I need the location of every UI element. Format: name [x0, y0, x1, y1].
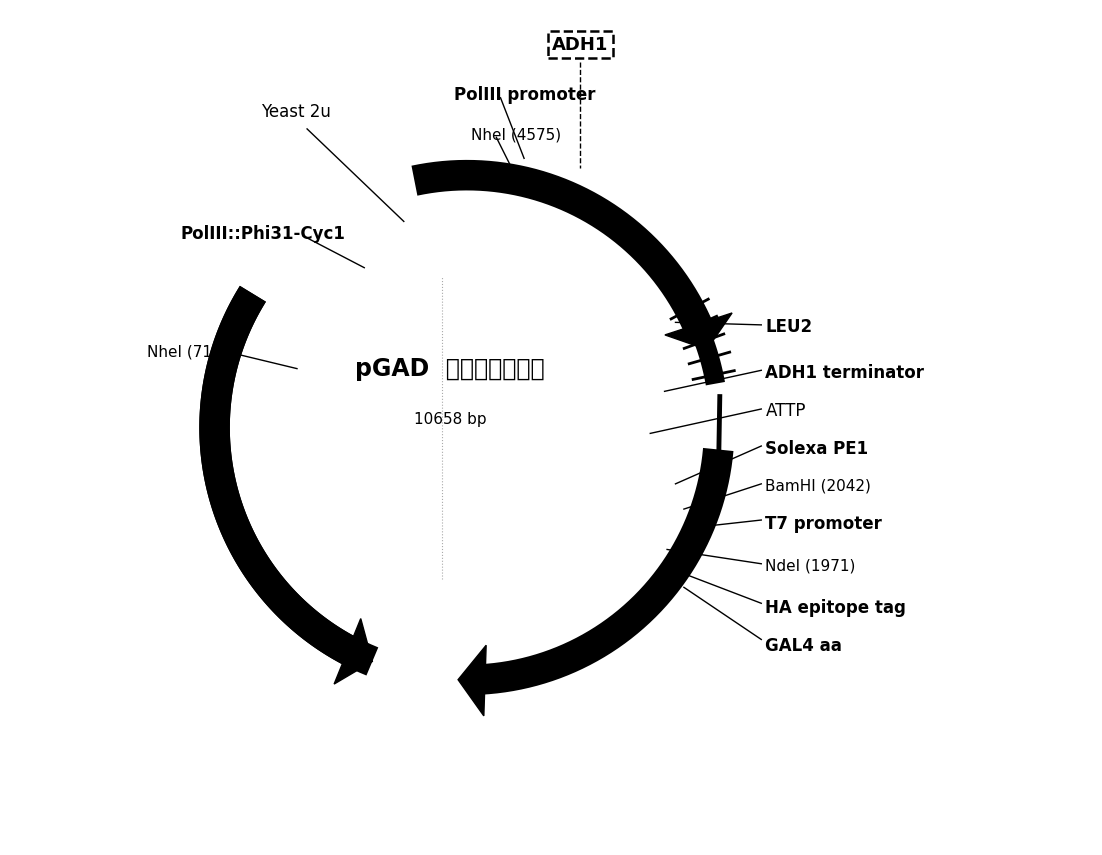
Text: GAL4 aa: GAL4 aa — [766, 637, 842, 655]
Text: ATTP: ATTP — [766, 402, 806, 420]
Text: ADH1 terminator: ADH1 terminator — [766, 364, 925, 382]
Text: HA epitope tag: HA epitope tag — [766, 599, 906, 617]
Text: Solexa PE1: Solexa PE1 — [766, 439, 868, 457]
Polygon shape — [458, 646, 486, 716]
Text: pGAD  注解后和改造后: pGAD 注解后和改造后 — [355, 357, 544, 380]
Text: 10658 bp: 10658 bp — [413, 411, 486, 427]
Text: NdeI (1971): NdeI (1971) — [766, 559, 856, 574]
Polygon shape — [665, 313, 732, 350]
Text: NheI (4575): NheI (4575) — [471, 127, 561, 142]
Text: NheI (7167): NheI (7167) — [148, 345, 238, 359]
Polygon shape — [334, 619, 372, 684]
Text: ADH1: ADH1 — [552, 36, 608, 54]
Text: PolIII::Phi31-Cyc1: PolIII::Phi31-Cyc1 — [181, 225, 346, 243]
Text: PolIII promoter: PolIII promoter — [454, 86, 596, 104]
Text: T7 promoter: T7 promoter — [766, 516, 883, 534]
Text: Yeast 2u: Yeast 2u — [261, 103, 331, 121]
Text: LEU2: LEU2 — [766, 317, 812, 335]
Text: BamHI (2042): BamHI (2042) — [766, 479, 872, 494]
